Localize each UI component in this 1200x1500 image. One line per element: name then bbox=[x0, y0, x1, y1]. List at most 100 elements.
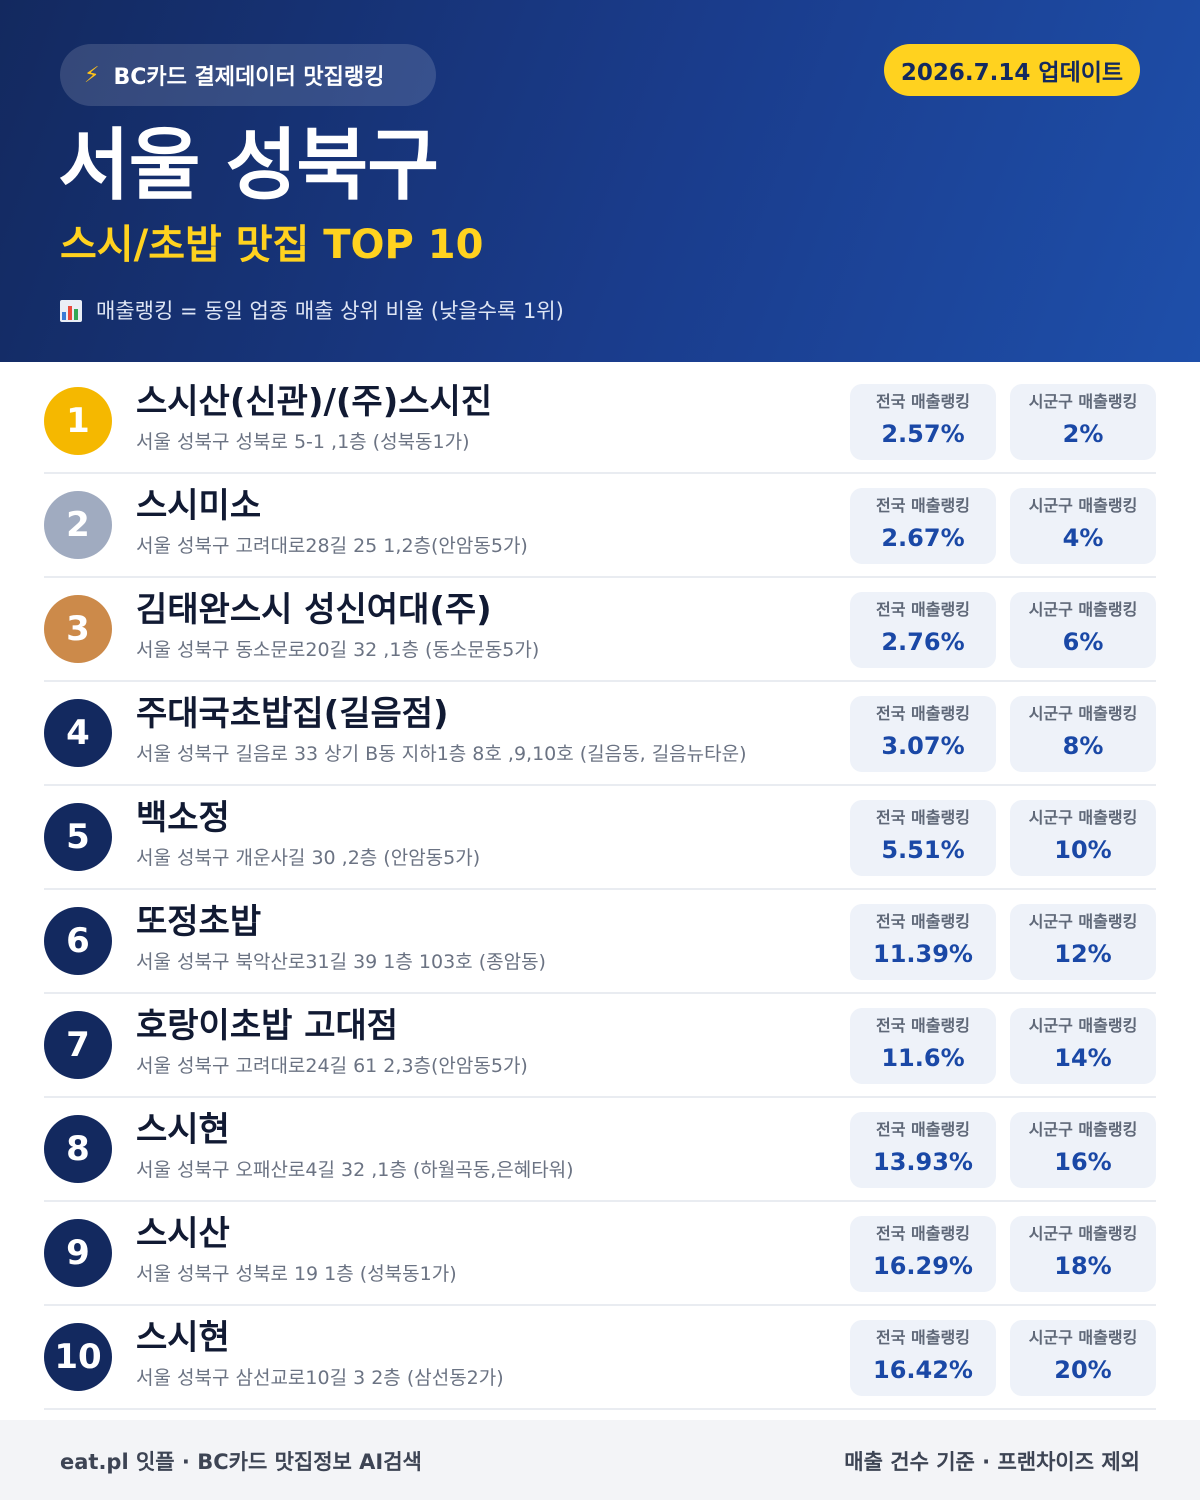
list-item[interactable]: 3 김태완스시 성신여대(주) 서울 성북구 동소문로20길 32 ,1층 (동소문… bbox=[44, 578, 1156, 682]
local-ranking-value: 6% bbox=[1062, 628, 1104, 656]
bar-chart-icon bbox=[60, 300, 82, 322]
national-ranking-value: 2.67% bbox=[881, 524, 965, 552]
header-banner: ⚡ BC카드 결제데이터 맛집랭킹 2026.7.14 업데이트 서울 성북구 … bbox=[0, 0, 1200, 362]
ranking-description-text: 매출랭킹 = 동일 업종 매출 상위 비율 (낮을수록 1위) bbox=[96, 299, 564, 323]
page-title: 서울 성북구 bbox=[58, 121, 439, 211]
national-ranking-card: 전국 매출랭킹 2.67% bbox=[850, 488, 996, 564]
national-ranking-card: 전국 매출랭킹 16.29% bbox=[850, 1216, 996, 1292]
restaurant-name: 스시산(신관)/(주)스시진 bbox=[136, 382, 493, 422]
rank-badge: 9 bbox=[44, 1219, 112, 1287]
restaurant-address: 서울 성북구 성북로 5-1 ,1층 (성북동1가) bbox=[136, 431, 470, 453]
footer: eat.pl 잇플 · BC카드 맛집정보 AI검색 매출 건수 기준 · 프랜… bbox=[0, 1420, 1200, 1500]
local-ranking-label: 시군구 매출랭킹 bbox=[1028, 912, 1138, 931]
local-ranking-value: 12% bbox=[1054, 940, 1112, 968]
rank-badge: 7 bbox=[44, 1011, 112, 1079]
national-ranking-value: 11.39% bbox=[873, 940, 973, 968]
national-ranking-value: 13.93% bbox=[873, 1148, 973, 1176]
local-ranking-label: 시군구 매출랭킹 bbox=[1028, 808, 1138, 827]
local-ranking-card: 시군구 매출랭킹 18% bbox=[1010, 1216, 1156, 1292]
local-ranking-label: 시군구 매출랭킹 bbox=[1028, 1120, 1138, 1139]
national-ranking-value: 16.29% bbox=[873, 1252, 973, 1280]
local-ranking-label: 시군구 매출랭킹 bbox=[1028, 1016, 1138, 1035]
local-ranking-value: 8% bbox=[1062, 732, 1104, 760]
local-ranking-value: 14% bbox=[1054, 1044, 1112, 1072]
rank-badge: 8 bbox=[44, 1115, 112, 1183]
national-ranking-card: 전국 매출랭킹 11.39% bbox=[850, 904, 996, 980]
national-ranking-label: 전국 매출랭킹 bbox=[876, 392, 970, 411]
national-ranking-label: 전국 매출랭킹 bbox=[876, 600, 970, 619]
local-ranking-card: 시군구 매출랭킹 6% bbox=[1010, 592, 1156, 668]
restaurant-address: 서울 성북구 오패산로4길 32 ,1층 (하월곡동,은혜타워) bbox=[136, 1159, 574, 1181]
rank-badge: 2 bbox=[44, 491, 112, 559]
source-badge: ⚡ BC카드 결제데이터 맛집랭킹 bbox=[60, 44, 436, 106]
source-badge-label: BC카드 결제데이터 맛집랭킹 bbox=[113, 65, 385, 90]
restaurant-name: 또정초밥 bbox=[136, 902, 262, 942]
rank-badge: 5 bbox=[44, 803, 112, 871]
list-item[interactable]: 10 스시현 서울 성북구 삼선교로10길 3 2층 (삼선동2가) 전국 매출랭킹 1… bbox=[44, 1306, 1156, 1410]
restaurant-address: 서울 성북구 삼선교로10길 3 2층 (삼선동2가) bbox=[136, 1367, 504, 1389]
national-ranking-label: 전국 매출랭킹 bbox=[876, 496, 970, 515]
restaurant-address: 서울 성북구 성북로 19 1층 (성북동1가) bbox=[136, 1263, 457, 1285]
national-ranking-card: 전국 매출랭킹 3.07% bbox=[850, 696, 996, 772]
national-ranking-label: 전국 매출랭킹 bbox=[876, 1328, 970, 1347]
local-ranking-card: 시군구 매출랭킹 8% bbox=[1010, 696, 1156, 772]
restaurant-name: 백소정 bbox=[136, 798, 230, 838]
rank-badge: 1 bbox=[44, 387, 112, 455]
restaurant-name: 스시현 bbox=[136, 1318, 230, 1358]
restaurant-address: 서울 성북구 북악산로31길 39 1층 103호 (종암동) bbox=[136, 951, 546, 973]
restaurant-name: 주대국초밥집(길음점) bbox=[136, 694, 449, 734]
restaurant-name: 호랑이초밥 고대점 bbox=[136, 1006, 399, 1046]
national-ranking-card: 전국 매출랭킹 16.42% bbox=[850, 1320, 996, 1396]
list-item[interactable]: 4 주대국초밥집(길음점) 서울 성북구 길음로 33 상기 B동 지하1층 8호 … bbox=[44, 682, 1156, 786]
footer-source: eat.pl 잇플 · BC카드 맛집정보 AI검색 bbox=[60, 1450, 422, 1474]
national-ranking-card: 전국 매출랭킹 11.6% bbox=[850, 1008, 996, 1084]
local-ranking-card: 시군구 매출랭킹 16% bbox=[1010, 1112, 1156, 1188]
restaurant-name: 김태완스시 성신여대(주) bbox=[136, 590, 492, 630]
national-ranking-value: 3.07% bbox=[881, 732, 965, 760]
national-ranking-label: 전국 매출랭킹 bbox=[876, 1224, 970, 1243]
national-ranking-card: 전국 매출랭킹 13.93% bbox=[850, 1112, 996, 1188]
restaurant-address: 서울 성북구 개운사길 30 ,2층 (안암동5가) bbox=[136, 847, 481, 869]
restaurant-address: 서울 성북구 고려대로28길 25 1,2층(안암동5가) bbox=[136, 535, 528, 557]
list-item[interactable]: 7 호랑이초밥 고대점 서울 성북구 고려대로24길 61 2,3층(안암동5가) 전… bbox=[44, 994, 1156, 1098]
rank-badge: 6 bbox=[44, 907, 112, 975]
local-ranking-value: 20% bbox=[1054, 1356, 1112, 1384]
national-ranking-label: 전국 매출랭킹 bbox=[876, 808, 970, 827]
local-ranking-card: 시군구 매출랭킹 20% bbox=[1010, 1320, 1156, 1396]
national-ranking-label: 전국 매출랭킹 bbox=[876, 912, 970, 931]
local-ranking-value: 2% bbox=[1062, 420, 1104, 448]
national-ranking-value: 2.57% bbox=[881, 420, 965, 448]
local-ranking-value: 18% bbox=[1054, 1252, 1112, 1280]
footer-note: 매출 건수 기준 · 프랜차이즈 제외 bbox=[844, 1450, 1140, 1474]
restaurant-address: 서울 성북구 길음로 33 상기 B동 지하1층 8호 ,9,10호 (길음동,… bbox=[136, 743, 747, 765]
restaurant-name: 스시현 bbox=[136, 1110, 230, 1150]
local-ranking-value: 4% bbox=[1062, 524, 1104, 552]
national-ranking-label: 전국 매출랭킹 bbox=[876, 1120, 970, 1139]
local-ranking-card: 시군구 매출랭킹 10% bbox=[1010, 800, 1156, 876]
national-ranking-value: 16.42% bbox=[873, 1356, 973, 1384]
local-ranking-label: 시군구 매출랭킹 bbox=[1028, 1328, 1138, 1347]
national-ranking-value: 5.51% bbox=[881, 836, 965, 864]
rank-badge: 4 bbox=[44, 699, 112, 767]
local-ranking-card: 시군구 매출랭킹 4% bbox=[1010, 488, 1156, 564]
national-ranking-label: 전국 매출랭킹 bbox=[876, 1016, 970, 1035]
restaurant-name: 스시산 bbox=[136, 1214, 230, 1254]
national-ranking-card: 전국 매출랭킹 2.76% bbox=[850, 592, 996, 668]
national-ranking-card: 전국 매출랭킹 2.57% bbox=[850, 384, 996, 460]
local-ranking-label: 시군구 매출랭킹 bbox=[1028, 1224, 1138, 1243]
national-ranking-label: 전국 매출랭킹 bbox=[876, 704, 970, 723]
local-ranking-label: 시군구 매출랭킹 bbox=[1028, 392, 1138, 411]
national-ranking-value: 2.76% bbox=[881, 628, 965, 656]
restaurant-name: 스시미소 bbox=[136, 486, 262, 526]
local-ranking-value: 16% bbox=[1054, 1148, 1112, 1176]
ranking-description: 매출랭킹 = 동일 업종 매출 상위 비율 (낮을수록 1위) bbox=[60, 296, 564, 326]
local-ranking-label: 시군구 매출랭킹 bbox=[1028, 600, 1138, 619]
page-subtitle: 스시/초밥 맛집 TOP 10 bbox=[60, 222, 484, 268]
